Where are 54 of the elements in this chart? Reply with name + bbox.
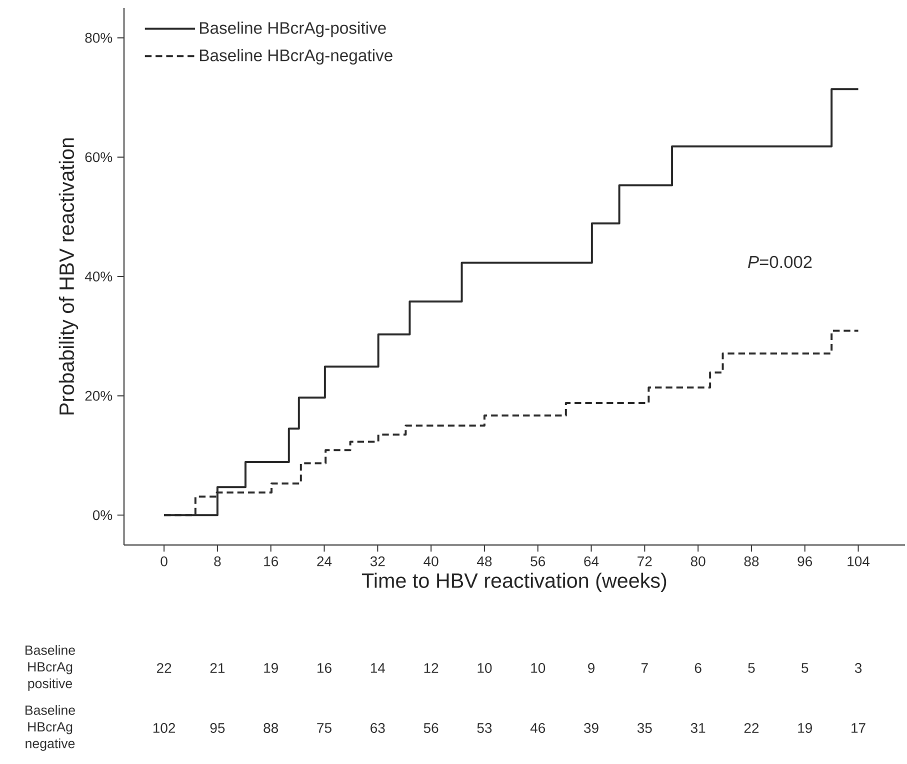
text: 35	[637, 723, 652, 733]
legend-label: Baseline HBcrAg-negative	[200, 49, 392, 65]
text: 22	[156, 663, 172, 673]
text: 22	[744, 723, 759, 733]
text: 17	[852, 723, 866, 733]
x-tick-label: 88	[744, 556, 759, 566]
y-tick-label: 80%	[85, 32, 112, 43]
text: 39	[584, 723, 598, 733]
text: 3	[854, 663, 862, 673]
text: 9	[588, 663, 594, 673]
text: 19	[264, 663, 278, 673]
x-tick-label: 8	[214, 556, 221, 566]
text: 5	[748, 663, 755, 673]
x-tick-label: 72	[638, 556, 652, 566]
text: 46	[530, 723, 546, 733]
text: 12	[424, 663, 438, 673]
x-tick-label: 0	[160, 556, 168, 566]
x-tick-label: 80	[690, 556, 706, 566]
text: 53	[477, 723, 492, 733]
y-tick-label: 40%	[84, 272, 112, 282]
text: 10	[531, 663, 546, 673]
text: 14	[370, 663, 386, 673]
text: 7	[641, 663, 648, 673]
text: 21	[210, 663, 225, 673]
legend-label: Baseline HBcrAg-positive	[200, 22, 386, 38]
text: 5	[802, 663, 808, 673]
x-tick-label: 48	[476, 556, 492, 566]
y-axis-title: Probability of HBV reactivation	[58, 138, 78, 414]
text: 56	[424, 723, 438, 733]
text: 16	[318, 663, 332, 673]
text: 63	[370, 723, 385, 733]
annotation: P=0.002	[748, 256, 812, 268]
text: 31	[690, 723, 706, 733]
text: 6	[694, 663, 702, 673]
y-tick-label: 0%	[92, 510, 112, 520]
text: Baseline HBcrAg positive	[26, 645, 75, 691]
x-tick-label: 24	[317, 556, 332, 566]
x-tick-label: 56	[530, 556, 546, 566]
text: Baseline HBcrAg negative	[26, 705, 75, 751]
x-tick-label: 104	[848, 556, 870, 566]
x-tick-label: 32	[370, 556, 385, 566]
y-tick-label: 20%	[85, 390, 112, 401]
x-tick-label: 96	[798, 556, 812, 566]
x-tick-label: 16	[264, 556, 278, 566]
x-axis-title: Time to HBV reactivation (weeks)	[362, 572, 666, 592]
x-tick-label: 40	[424, 556, 438, 566]
text: 95	[210, 723, 225, 733]
text: 19	[798, 723, 812, 733]
text: 75	[317, 723, 332, 733]
text: 88	[264, 723, 278, 733]
x-tick-label: 64	[584, 556, 599, 566]
text: 102	[153, 723, 176, 733]
text: 10	[478, 663, 492, 673]
y-tick-label: 60%	[85, 152, 112, 162]
